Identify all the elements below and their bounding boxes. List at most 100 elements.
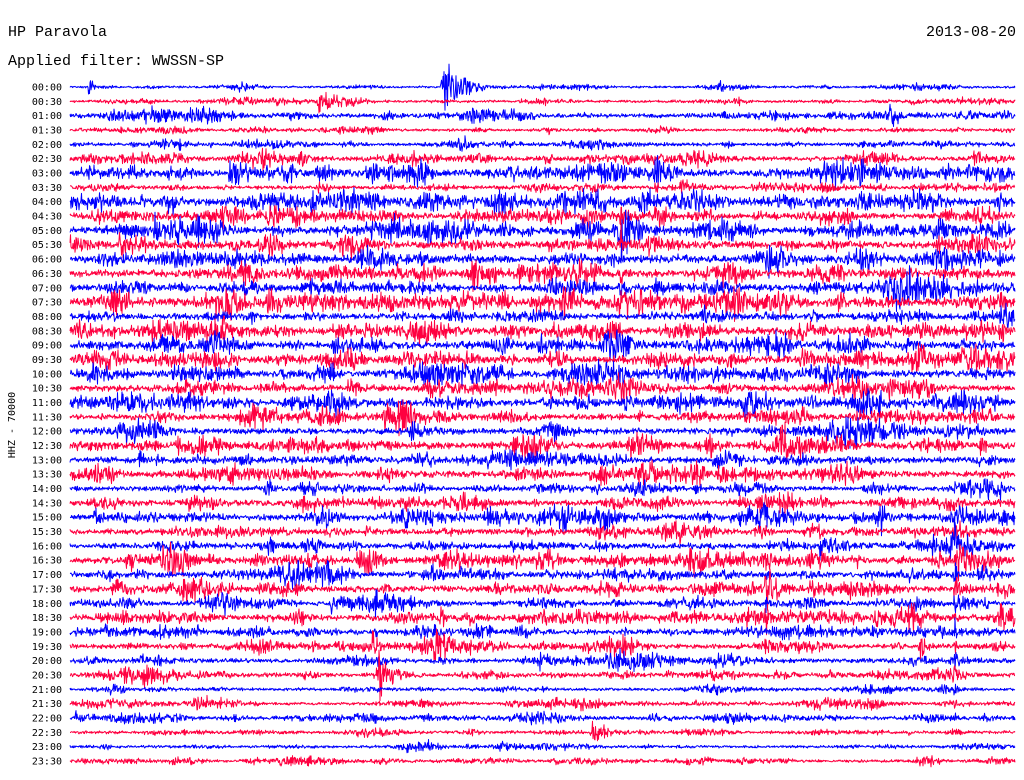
trace-16-30: [69, 541, 1016, 582]
time-label-16-00: 16:00: [32, 541, 62, 552]
time-label-18-00: 18:00: [32, 599, 62, 610]
time-label-10-30: 10:30: [32, 384, 62, 395]
time-label-02-30: 02:30: [32, 154, 62, 165]
time-label-22-00: 22:00: [32, 714, 62, 725]
trace-13-30: [69, 459, 1016, 486]
trace-12-30: [69, 421, 1016, 463]
time-label-02-00: 02:00: [32, 140, 62, 151]
trace-07-30: [69, 285, 1016, 325]
time-label-19-00: 19:00: [32, 627, 62, 638]
time-label-17-30: 17:30: [32, 584, 62, 595]
time-label-05-30: 05:30: [32, 240, 62, 251]
time-label-01-30: 01:30: [32, 126, 62, 137]
time-label-22-30: 22:30: [32, 728, 62, 739]
time-labels-group: 00:00 00:30 01:00 01:30 02:00 02:30 03:00 03:30…: [32, 83, 62, 768]
time-label-06-30: 06:30: [32, 269, 62, 280]
trace-19-30: [69, 628, 1016, 662]
time-label-04-30: 04:30: [32, 212, 62, 223]
time-label-00-30: 00:30: [32, 97, 62, 108]
time-label-13-30: 13:30: [32, 470, 62, 481]
time-label-23-00: 23:00: [32, 742, 62, 753]
trace-23-30: [69, 755, 1016, 768]
trace-14-30: [69, 491, 1016, 514]
time-label-14-00: 14:00: [32, 484, 62, 495]
trace-16-00: [69, 521, 1016, 561]
time-label-21-00: 21:00: [32, 685, 62, 696]
time-label-18-30: 18:30: [32, 613, 62, 624]
time-label-11-00: 11:00: [32, 398, 62, 409]
trace-06-30: [69, 258, 1016, 292]
time-label-16-30: 16:30: [32, 556, 62, 567]
trace-08-30: [69, 318, 1016, 347]
time-label-12-00: 12:00: [32, 427, 62, 438]
time-label-11-30: 11:30: [32, 412, 62, 423]
trace-11-00: [69, 388, 1016, 420]
time-label-17-00: 17:00: [32, 570, 62, 581]
channel-label: HHZ - 70000: [7, 392, 18, 458]
time-label-23-30: 23:30: [32, 757, 62, 768]
time-label-05-00: 05:00: [32, 226, 62, 237]
trace-23-00: [69, 739, 1016, 754]
time-label-15-30: 15:30: [32, 527, 62, 538]
trace-01-00: [69, 103, 1016, 127]
trace-02-30: [69, 147, 1016, 172]
trace-04-30: [69, 205, 1016, 231]
time-label-09-00: 09:00: [32, 341, 62, 352]
time-label-06-00: 06:00: [32, 255, 62, 266]
trace-14-00: [69, 478, 1016, 501]
time-label-12-30: 12:30: [32, 441, 62, 452]
traces-group: [69, 63, 1016, 768]
time-label-07-00: 07:00: [32, 283, 62, 294]
trace-03-00: [69, 155, 1016, 191]
trace-20-30: [69, 649, 1016, 702]
trace-21-00: [69, 683, 1016, 696]
trace-13-00: [69, 449, 1016, 471]
date-label: 2013-08-20: [926, 24, 1016, 41]
trace-22-00: [69, 710, 1016, 726]
trace-09-30: [69, 342, 1016, 376]
trace-15-00: [69, 502, 1016, 537]
time-label-07-30: 07:30: [32, 298, 62, 309]
trace-15-30: [69, 520, 1016, 545]
trace-04-00: [69, 186, 1016, 217]
station-title: HP Paravola: [8, 24, 107, 41]
time-label-21-30: 21:30: [32, 699, 62, 710]
time-label-04-00: 04:00: [32, 197, 62, 208]
trace-20-00: [69, 648, 1016, 673]
trace-05-30: [69, 222, 1016, 261]
trace-05-00: [69, 209, 1016, 255]
trace-18-30: [69, 602, 1016, 636]
time-label-20-30: 20:30: [32, 671, 62, 682]
time-label-10-00: 10:00: [32, 369, 62, 380]
trace-01-30: [69, 125, 1016, 136]
trace-07-00: [69, 265, 1016, 312]
time-label-09-30: 09:30: [32, 355, 62, 366]
trace-00-00: [69, 63, 1016, 111]
trace-08-00: [69, 302, 1016, 329]
trace-03-30: [69, 179, 1016, 194]
trace-22-30: [70, 720, 1016, 742]
trace-00-30: [69, 91, 1016, 114]
trace-02-00: [69, 135, 1016, 152]
time-label-14-30: 14:30: [32, 498, 62, 509]
trace-21-30: [69, 694, 1016, 712]
trace-09-00: [69, 329, 1016, 364]
trace-17-00: [69, 559, 1016, 590]
time-label-15-00: 15:00: [32, 513, 62, 524]
trace-19-00: [69, 617, 1016, 641]
time-label-08-00: 08:00: [32, 312, 62, 323]
time-label-13-00: 13:00: [32, 455, 62, 466]
time-label-20-00: 20:00: [32, 656, 62, 667]
time-label-01-00: 01:00: [32, 111, 62, 122]
time-label-03-00: 03:00: [32, 169, 62, 180]
time-label-19-30: 19:30: [32, 642, 62, 653]
trace-17-30: [69, 568, 1016, 611]
time-label-03-30: 03:30: [32, 183, 62, 194]
trace-18-00: [69, 588, 1016, 620]
time-label-08-30: 08:30: [32, 326, 62, 337]
time-label-00-00: 00:00: [32, 83, 62, 94]
trace-10-00: [69, 358, 1016, 388]
trace-10-30: [69, 372, 1016, 403]
filter-label: Applied filter: WWSSN-SP: [8, 53, 224, 70]
